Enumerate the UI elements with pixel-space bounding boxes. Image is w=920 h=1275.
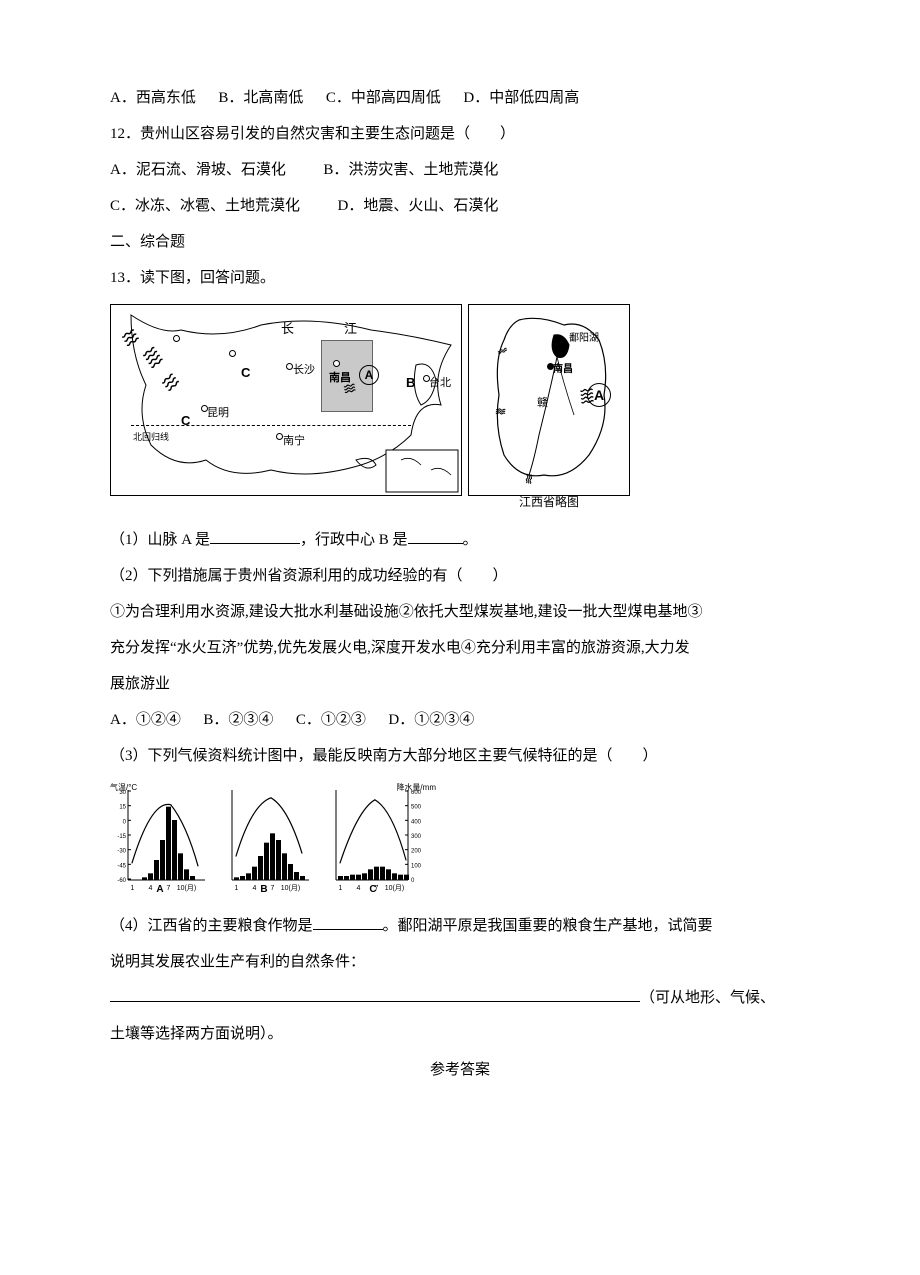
svg-text:0: 0	[123, 819, 127, 825]
q13-sub2-stem: （2）下列措施属于贵州省资源利用的成功经验的有（ ）	[110, 558, 810, 594]
q13-sub2-options: A．①②④ B．②③④ C．①②③ D．①②③④	[110, 702, 810, 738]
q12-row2: C．冰冻、冰雹、土地荒漠化 D．地震、火山、石漠化	[110, 188, 810, 224]
letter-c2: C	[181, 405, 190, 436]
q12-b: B．洪涝灾害、土地荒漠化	[323, 162, 498, 178]
label-nanchang-r: 南昌	[553, 358, 573, 382]
label-taibei: 台北	[429, 370, 451, 396]
q12-d: D．地震、火山、石漠化	[338, 198, 499, 214]
q13-sub1: （1）山脉 A 是 ，行政中心 B 是 。	[110, 522, 810, 558]
svg-text:1: 1	[131, 885, 135, 892]
svg-text:15: 15	[119, 805, 126, 811]
svg-text:4: 4	[149, 885, 153, 892]
blank-admin-b[interactable]	[408, 528, 463, 544]
opt-d: D．中部低四周高	[463, 90, 579, 106]
q13-sub2-desc3: 展旅游业	[110, 666, 810, 702]
chart-a-label: A	[156, 878, 163, 902]
q12-row1: A．泥石流、滑坡、石漠化 B．洪涝灾害、土地荒漠化	[110, 152, 810, 188]
svg-text:100: 100	[411, 863, 422, 869]
svg-text:7: 7	[271, 885, 275, 892]
sub4-mid: 。鄱阳湖平原是我国重要的粮食生产基地，试简要	[383, 918, 713, 934]
label-poyang: 鄱阳湖	[569, 327, 599, 351]
letter-c1: C	[241, 357, 250, 388]
opt-c: C．中部高四周低	[326, 90, 441, 106]
svg-text:200: 200	[411, 849, 422, 855]
q13-stem: 13．读下图，回答问题。	[110, 260, 810, 296]
sub4-pre: （4）江西省的主要粮食作物是	[110, 918, 313, 934]
opt-b: B．北高南低	[218, 90, 303, 106]
q13-sub4-line1: （4）江西省的主要粮食作物是 。鄱阳湖平原是我国重要的粮食生产基地，试简要	[110, 908, 810, 944]
q13-sub2-desc1: ①为合理利用水资源,建设大批水利基础设施②依托大型煤炭基地,建设一批大型煤电基地…	[110, 594, 810, 630]
svg-text:0: 0	[411, 878, 415, 884]
letter-a-right: A	[587, 383, 611, 407]
sub4-tail: （可从地形、气候、	[640, 990, 775, 1006]
svg-text:1: 1	[235, 885, 239, 892]
sub1-end: 。	[463, 532, 478, 548]
map-south-china: ⌇⌇⌇ ⌇⌇⌇⌇ ⌇⌇⌇ 长 江 长沙 南昌 ⌇⌇⌇ A C C 昆明 B 台北…	[110, 304, 462, 496]
label-changsha: 长沙	[293, 357, 315, 383]
svg-text:300: 300	[411, 834, 422, 840]
q11-options: A．西高东低 B．北高南低 C．中部高四周低 D．中部低四周高	[110, 80, 810, 116]
svg-text:-15: -15	[117, 834, 126, 840]
svg-text:-30: -30	[117, 849, 126, 855]
svg-text:400: 400	[411, 819, 422, 825]
label-nanning: 南宁	[283, 428, 305, 454]
climate-charts: 气温/°C 30150-15-30-45-60 14710(月) A 14710…	[110, 780, 810, 900]
q12-a: A．泥石流、滑坡、石漠化	[110, 162, 286, 178]
sub1-mid: ，行政中心 B 是	[300, 532, 408, 548]
svg-text:10(月): 10(月)	[385, 884, 404, 892]
q13-sub4-line4: 土壤等选择两方面说明）。	[110, 1016, 810, 1052]
svg-text:500: 500	[411, 805, 422, 811]
svg-text:600: 600	[411, 790, 422, 796]
answer-heading: 参考答案	[110, 1052, 810, 1088]
tropic-line	[131, 425, 411, 426]
svg-text:4: 4	[357, 885, 361, 892]
q12-c: C．冰冻、冰雹、土地荒漠化	[110, 198, 300, 214]
sub2-a: A．①②④	[110, 712, 181, 728]
q12-stem: 12．贵州山区容易引发的自然灾害和主要生态问题是（ ）	[110, 116, 810, 152]
blank-crop[interactable]	[313, 914, 383, 930]
svg-text:10(月): 10(月)	[281, 884, 300, 892]
svg-text:-45: -45	[117, 863, 126, 869]
chart-c-label: C	[369, 878, 376, 902]
svg-text:1: 1	[339, 885, 343, 892]
q13-sub4-line2: 说明其发展农业生产有利的自然条件：	[110, 944, 810, 980]
climate-chart-b: 1 4 7 10(月) B	[214, 780, 314, 900]
sub2-c: C．①②③	[296, 712, 366, 728]
climate-chart-a: 气温/°C 30150-15-30-45-60 14710(月) A	[110, 780, 210, 900]
q13-map-figure: ⌇⌇⌇ ⌇⌇⌇⌇ ⌇⌇⌇ 长 江 长沙 南昌 ⌇⌇⌇ A C C 昆明 B 台北…	[110, 304, 810, 496]
q13-sub4-line3: （可从地形、气候、	[110, 980, 810, 1016]
climate-chart-c: 降水量/mm 6005004003002001000 14710(月) C	[318, 780, 428, 900]
label-kunming: 昆明	[207, 400, 229, 426]
section2-heading: 二、综合题	[110, 224, 810, 260]
map-jiangxi: 鄱阳湖 南昌 赣 ⌇⌇⌇⌇ A ⌇⌇ ⌇⌇⌇ ⌇⌇⌇ 江西省略图	[468, 304, 630, 496]
svg-text:10(月): 10(月)	[177, 884, 196, 892]
q13-sub2-desc2: 充分发挥“水火互济”优势,优先发展火电,深度开发水电④充分利用丰富的旅游资源,大…	[110, 630, 810, 666]
chart-b-label: B	[260, 878, 267, 902]
letter-a-left: A	[359, 365, 379, 385]
svg-text:4: 4	[253, 885, 257, 892]
jiangxi-caption: 江西省略图	[469, 488, 629, 517]
blank-mountain-a[interactable]	[210, 528, 300, 544]
svg-text:-60: -60	[117, 878, 126, 884]
q13-sub3-stem: （3）下列气候资料统计图中，最能反映南方大部分地区主要气候特征的是（ ）	[110, 738, 810, 774]
svg-text:7: 7	[167, 885, 171, 892]
svg-text:30: 30	[119, 790, 126, 796]
label-tropic: 北回归线	[133, 427, 169, 449]
sub2-b: B．②③④	[203, 712, 273, 728]
label-gan: 赣	[537, 390, 548, 416]
opt-a: A．西高东低	[110, 90, 196, 106]
sub2-d: D．①②③④	[388, 712, 474, 728]
blank-conditions[interactable]	[110, 986, 640, 1002]
letter-b: B	[406, 367, 415, 398]
sub1-pre: （1）山脉 A 是	[110, 532, 210, 548]
